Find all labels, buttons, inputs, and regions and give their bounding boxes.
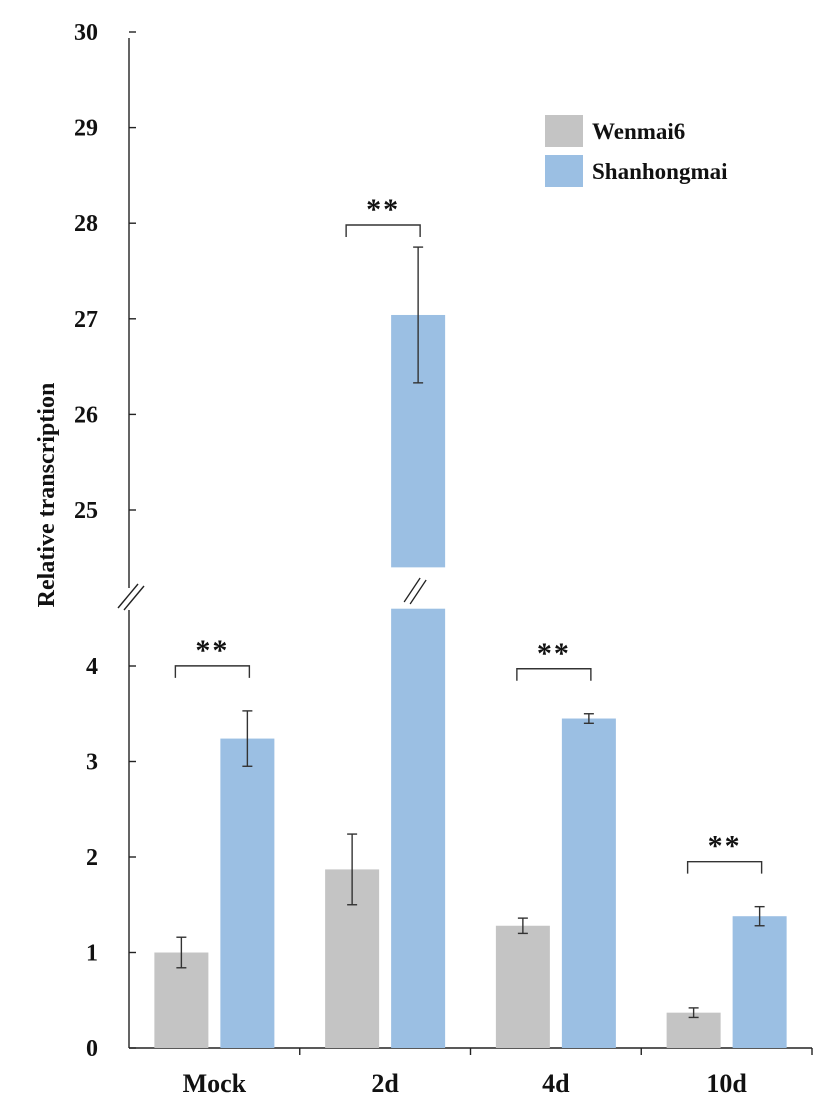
legend-label: Wenmai6 [592, 119, 685, 144]
y-tick-label: 25 [74, 498, 98, 524]
significance-markers: ** ** ** ** [174, 193, 763, 874]
bars [154, 314, 787, 1048]
x-tick-label: 2d [371, 1069, 399, 1098]
bar [495, 925, 550, 1048]
significance-bracket [174, 665, 251, 678]
legend-swatch [545, 115, 583, 147]
y-tick-label: 2 [86, 845, 98, 871]
axis-break-mark [117, 583, 139, 609]
bar-break-mark [409, 579, 427, 605]
y-tick-label: 0 [86, 1036, 98, 1062]
error-bars [176, 246, 765, 1019]
bar [666, 1012, 721, 1048]
significance-label: ** [366, 193, 400, 226]
y-tick-label: 3 [86, 750, 98, 776]
legend-swatch [545, 155, 583, 187]
x-tick-label: Mock [183, 1069, 247, 1098]
significance-label: ** [195, 634, 229, 667]
bar [561, 718, 616, 1048]
y-axis-title: Relative transcription [34, 383, 60, 608]
bar [391, 608, 446, 1048]
legend: Wenmai6 Shanhongmai [545, 115, 728, 187]
y-tick-label: 28 [74, 211, 98, 237]
y-tick-label: 29 [74, 116, 98, 142]
significance-bracket [345, 224, 421, 237]
legend-label: Shanhongmai [592, 159, 728, 184]
x-tick-label: 4d [542, 1069, 570, 1098]
x-tick-label: 10d [706, 1069, 747, 1098]
axis-break-mark [123, 585, 145, 611]
significance-label: ** [708, 830, 742, 863]
bar-break-mark [403, 577, 421, 603]
y-tick-label: 27 [74, 307, 98, 333]
bar [220, 738, 275, 1048]
significance-label: ** [537, 637, 571, 670]
y-tick-label: 4 [86, 654, 98, 680]
y-tick-label: 26 [74, 402, 98, 428]
y-tick-label: 1 [86, 941, 98, 967]
significance-bracket [686, 860, 763, 874]
significance-bracket [516, 668, 592, 681]
bar [732, 916, 787, 1048]
y-tick-label: 30 [74, 20, 98, 46]
